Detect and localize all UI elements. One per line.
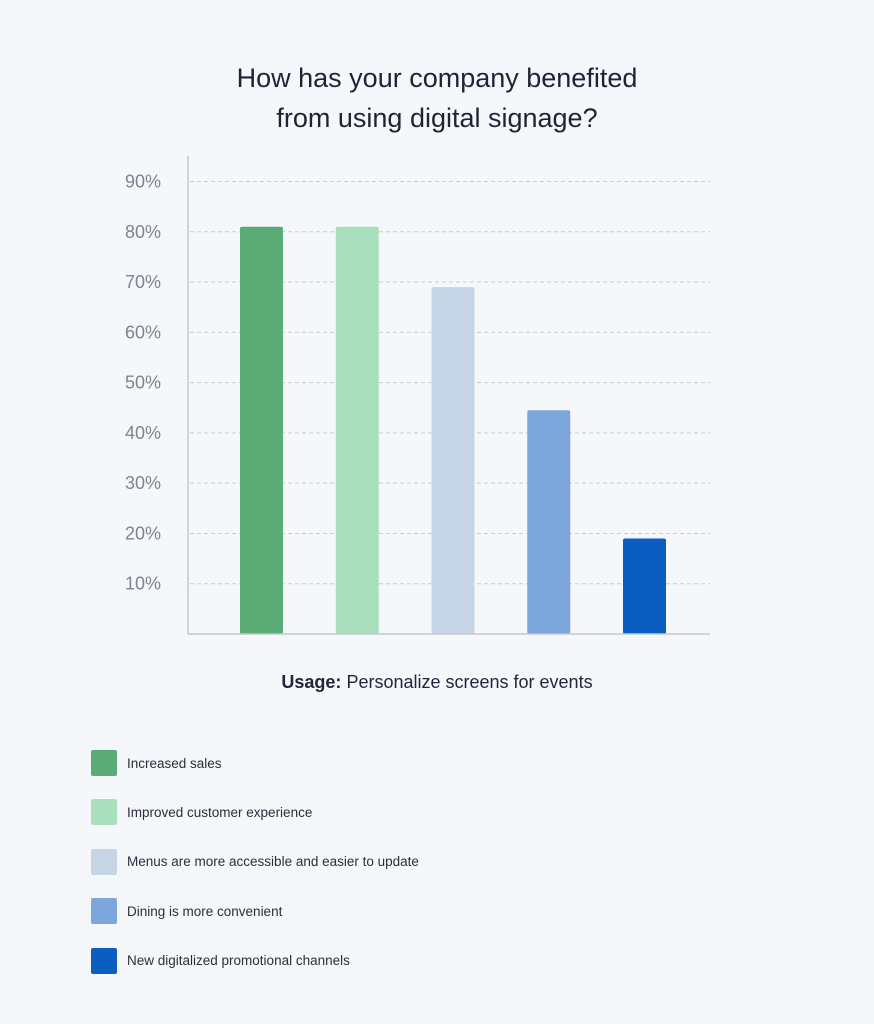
bar-2	[335, 226, 379, 634]
bars	[240, 226, 666, 634]
chart-title-line-1: How has your company benefited	[236, 63, 638, 93]
legend-item-dining-convenient: Dining is more convenient	[91, 898, 419, 925]
y-axis-tick-labels: 10% 20% 30% 40% 50% 60% 70% 80% 90%	[125, 172, 161, 594]
legend: Increased sales Improved customer experi…	[91, 750, 419, 997]
legend-label: New digitalized promotional channels	[127, 953, 350, 969]
y-tick-label: 30%	[125, 473, 161, 493]
bar-1	[240, 226, 283, 634]
legend-item-promotional-channels: New digitalized promotional channels	[91, 947, 419, 974]
y-tick-label: 10%	[125, 574, 161, 594]
legend-item-improved-customer-experience: Improved customer experience	[91, 799, 419, 826]
chart-title-line-2: from using digital signage?	[276, 103, 598, 133]
y-tick-label: 90%	[125, 172, 161, 192]
legend-item-increased-sales: Increased sales	[91, 750, 419, 776]
legend-swatch	[91, 750, 117, 776]
y-tick-label: 50%	[125, 373, 161, 393]
legend-swatch	[91, 947, 117, 974]
usage-label: Usage:	[281, 672, 342, 692]
legend-item-menus-accessible: Menus are more accessible and easier to …	[91, 848, 419, 875]
y-tick-label: 40%	[125, 423, 161, 443]
legend-label: Improved customer experience	[127, 804, 313, 820]
bar-3	[431, 287, 475, 634]
bar-chart: 10% 20% 30% 40% 50% 60% 70% 80% 90%	[125, 156, 710, 635]
bar-5	[623, 538, 666, 634]
legend-label: Dining is more convenient	[127, 903, 283, 919]
legend-label: Menus are more accessible and easier to …	[127, 854, 419, 870]
y-tick-label: 80%	[125, 222, 161, 242]
legend-swatch	[91, 848, 117, 875]
y-tick-label: 60%	[125, 322, 161, 342]
usage-text: Personalize screens for events	[346, 672, 593, 692]
legend-label: Increased sales	[127, 755, 222, 771]
legend-swatch	[91, 799, 117, 826]
usage-caption: Usage: Personalize screens for events	[0, 672, 874, 693]
legend-swatch	[91, 898, 117, 925]
y-tick-label: 20%	[125, 523, 161, 543]
chart-title: How has your company benefited from usin…	[0, 58, 874, 138]
y-tick-label: 70%	[125, 272, 161, 292]
bar-4	[527, 410, 571, 634]
